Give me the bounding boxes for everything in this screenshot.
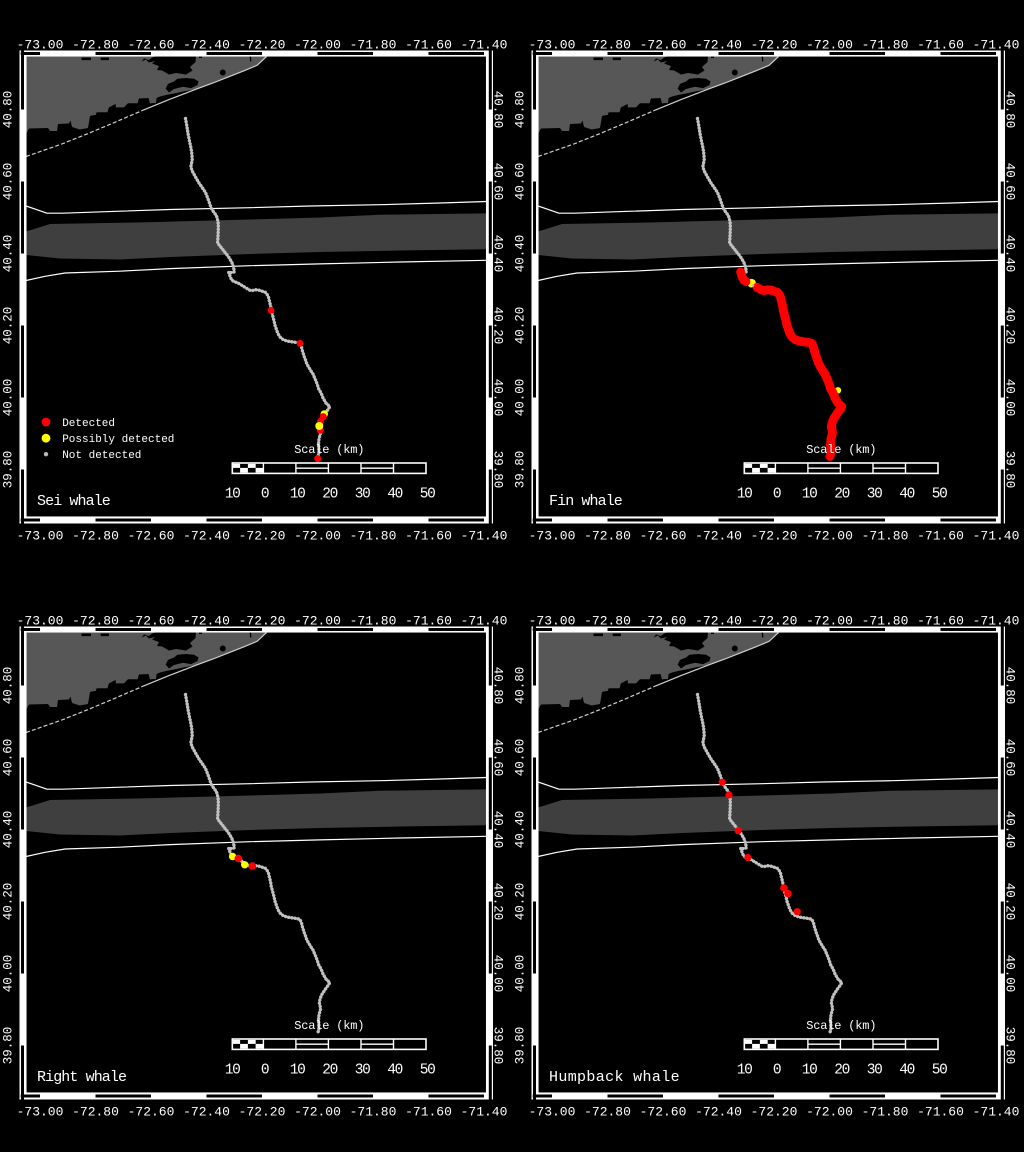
- svg-text:Fin whale: Fin whale: [549, 493, 623, 510]
- svg-text:Not detected: Not detected: [62, 450, 141, 462]
- svg-text:Detected: Detected: [62, 418, 115, 430]
- svg-text:Sei whale: Sei whale: [37, 493, 111, 510]
- svg-text:Right whale: Right whale: [37, 1069, 127, 1086]
- svg-text:Humpback whale: Humpback whale: [549, 1069, 680, 1086]
- svg-text:Possibly detected: Possibly detected: [62, 434, 174, 446]
